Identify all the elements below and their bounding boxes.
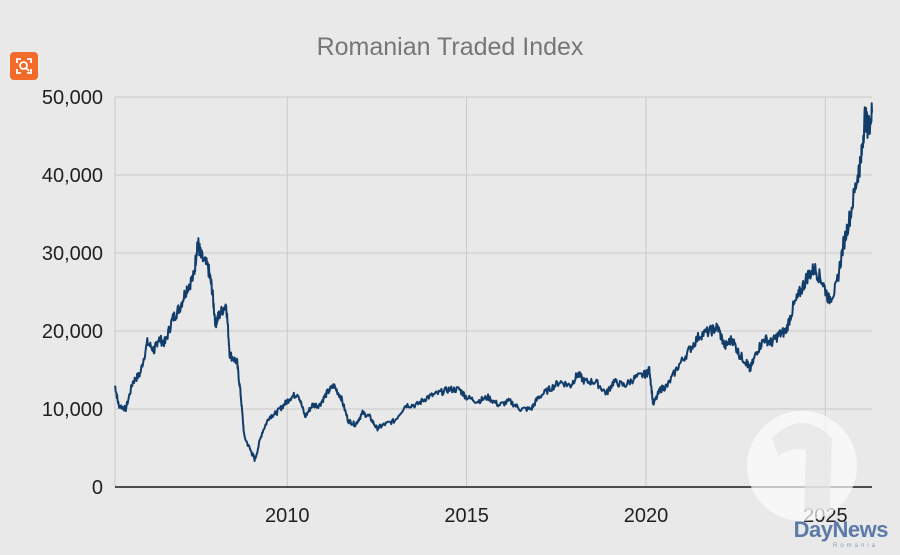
lens-search-button[interactable] [10,52,38,80]
y-tick-label: 20,000 [42,321,103,343]
x-tick-label: 2020 [624,505,669,527]
y-tick-label: 10,000 [42,399,103,421]
x-tick-label: 2015 [444,505,489,527]
y-tick-label: 40,000 [42,165,103,187]
chart-title: Romanian Traded Index [317,33,584,61]
brand-name: DayNews [793,517,889,542]
series-layer [114,102,873,462]
y-tick-label: 50,000 [42,87,103,109]
grid [114,96,872,487]
brand-logo: DayNews [793,517,889,543]
x-axis-tick-labels: 2010 2015 2020 2025 [265,505,848,527]
index-series-line [114,102,873,462]
y-tick-label: 0 [92,477,103,499]
brand-sub: Romania [832,543,878,549]
y-tick-label: 30,000 [42,243,103,265]
y-axis-tick-labels: 0 10,000 20,000 30,000 40,000 50,000 [42,87,103,499]
x-tick-label: 2010 [265,505,310,527]
lens-search-icon [16,58,32,74]
